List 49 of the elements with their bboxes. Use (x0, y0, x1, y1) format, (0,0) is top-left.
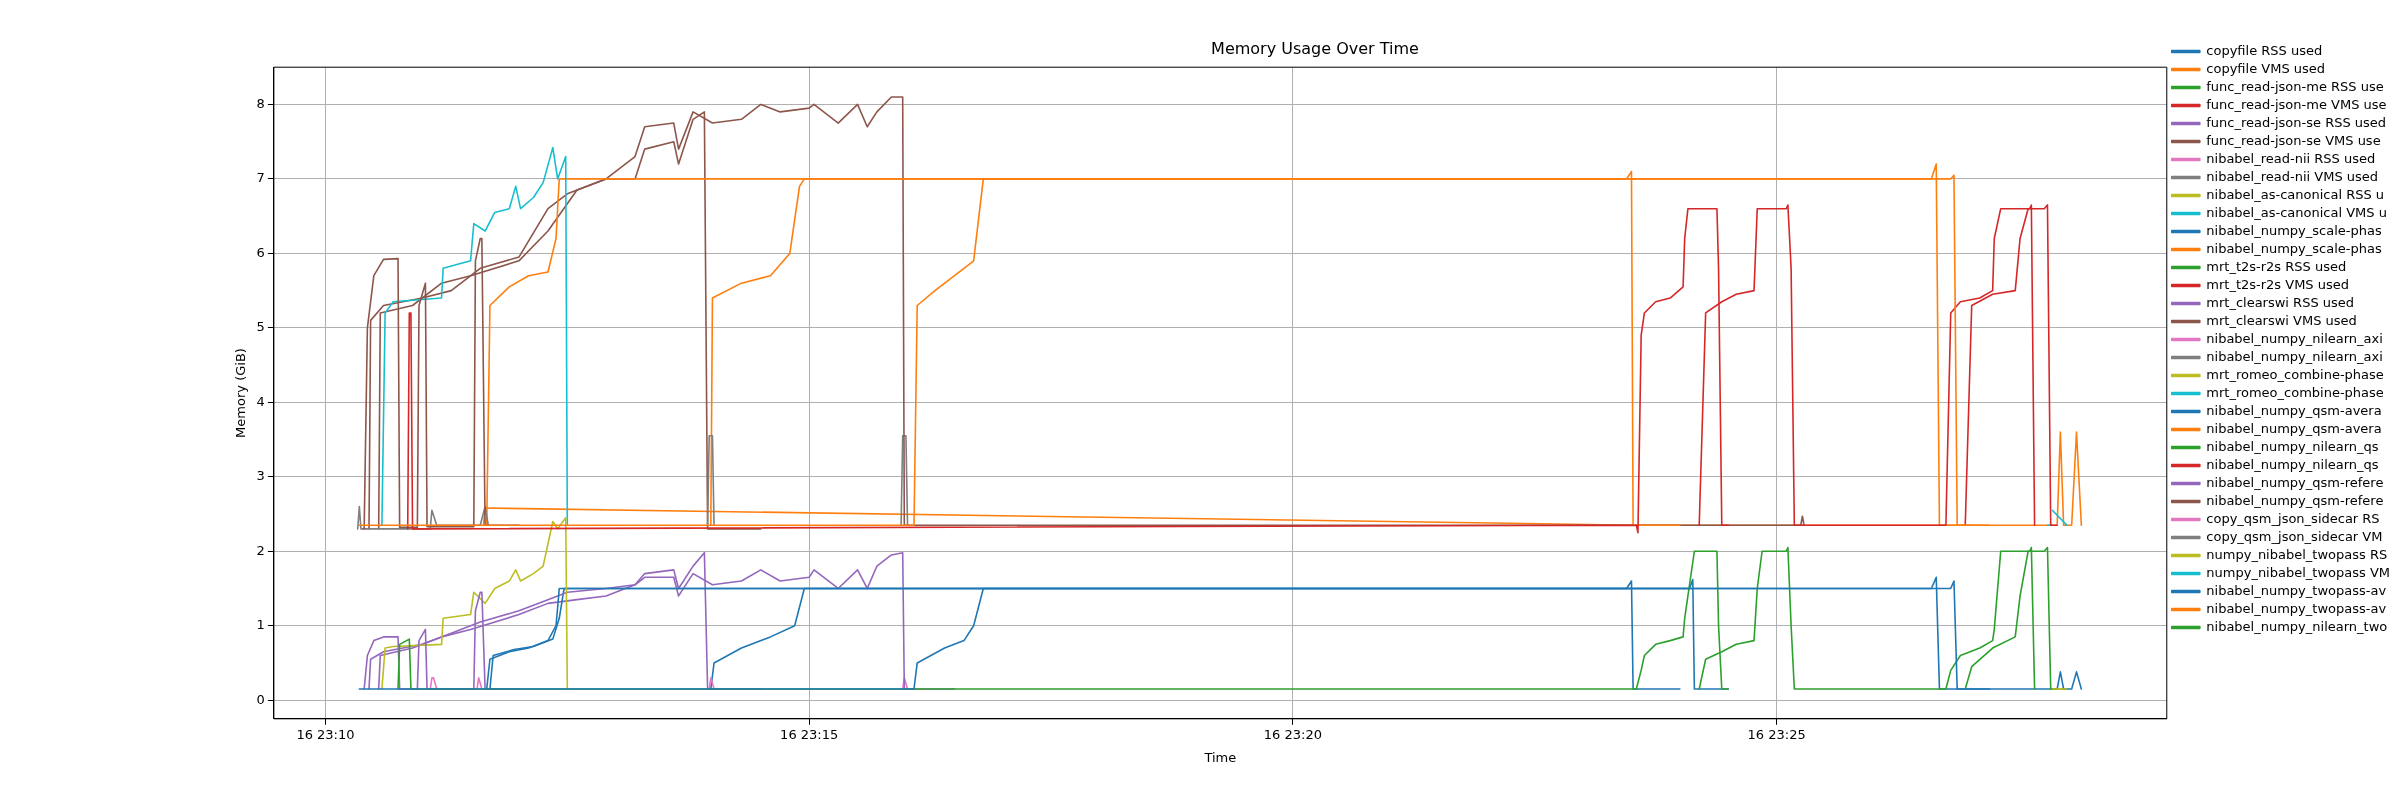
legend-label: numpy_nibabel_twopass VM (2206, 564, 2391, 580)
legend-label: nibabel_numpy_qsm-refere (2206, 492, 2384, 508)
legend-label: mrt_romeo_combine-phase (2206, 384, 2384, 400)
y-tick-label: 3 (256, 468, 265, 484)
chart-title: Memory Usage Over Time (1211, 38, 1419, 58)
y-tick-label: 4 (256, 393, 265, 409)
legend-label: nibabel_as-canonical RSS u (2206, 186, 2385, 202)
x-tick-label: 16 23:25 (1747, 726, 1806, 742)
legend-label: mrt_clearswi RSS used (2206, 294, 2355, 310)
x-tick-label: 16 23:15 (780, 726, 839, 742)
legend-label: func_read-json-se RSS used (2206, 114, 2387, 130)
legend-label: nibabel_numpy_nilearn_qs (2206, 456, 2379, 472)
x-tick-label: 16 23:20 (1263, 726, 1322, 742)
legend-label: nibabel_numpy_qsm-avera (2206, 402, 2382, 418)
legend-label: nibabel_numpy_scale-phas (2206, 222, 2382, 238)
legend-label: mrt_t2s-r2s VMS used (2206, 276, 2350, 292)
x-axis-title: Time (1203, 749, 1237, 765)
legend-label: func_read-json-se VMS use (2206, 132, 2381, 148)
legend-label: copy_qsm_json_sidecar VM (2206, 528, 2383, 544)
y-tick-label: 1 (256, 617, 265, 633)
legend-label: nibabel_numpy_qsm-avera (2206, 420, 2382, 436)
y-tick-label: 6 (256, 244, 265, 260)
legend-label: func_read-json-me RSS use (2206, 78, 2384, 94)
y-tick-label: 7 (256, 170, 265, 186)
legend-label: nibabel_numpy_twopass-av (2206, 582, 2387, 598)
legend-label: nibabel_numpy_qsm-refere (2206, 474, 2384, 490)
legend-label: copyfile RSS used (2206, 42, 2323, 58)
legend-label: func_read-json-me VMS use (2206, 96, 2387, 112)
legend-label: nibabel_numpy_nilearn_axi (2206, 348, 2383, 364)
legend-label: mrt_romeo_combine-phase (2206, 366, 2384, 382)
y-tick-label: 8 (256, 95, 265, 111)
legend-label: nibabel_read-nii VMS used (2206, 168, 2379, 184)
legend-label: numpy_nibabel_twopass RS (2206, 546, 2388, 562)
x-tick-label: 16 23:10 (296, 726, 355, 742)
legend-label: copy_qsm_json_sidecar RS (2206, 510, 2380, 526)
y-tick-label: 2 (256, 542, 265, 558)
y-axis-title: Memory (GiB) (233, 348, 249, 438)
legend-label: mrt_clearswi VMS used (2206, 312, 2357, 328)
legend-label: nibabel_numpy_twopass-av (2206, 600, 2387, 616)
legend-label: copyfile VMS used (2206, 60, 2326, 76)
legend-label: nibabel_as-canonical VMS u (2206, 204, 2387, 220)
y-tick-label: 0 (256, 691, 265, 707)
legend-label: mrt_t2s-r2s RSS used (2206, 258, 2347, 274)
y-tick-label: 5 (256, 319, 265, 335)
legend-label: nibabel_numpy_nilearn_two (2206, 618, 2388, 634)
legend-label: nibabel_numpy_scale-phas (2206, 240, 2382, 256)
legend-label: nibabel_numpy_nilearn_qs (2206, 438, 2379, 454)
legend-label: nibabel_read-nii RSS used (2206, 150, 2376, 166)
legend-label: nibabel_numpy_nilearn_axi (2206, 330, 2383, 346)
